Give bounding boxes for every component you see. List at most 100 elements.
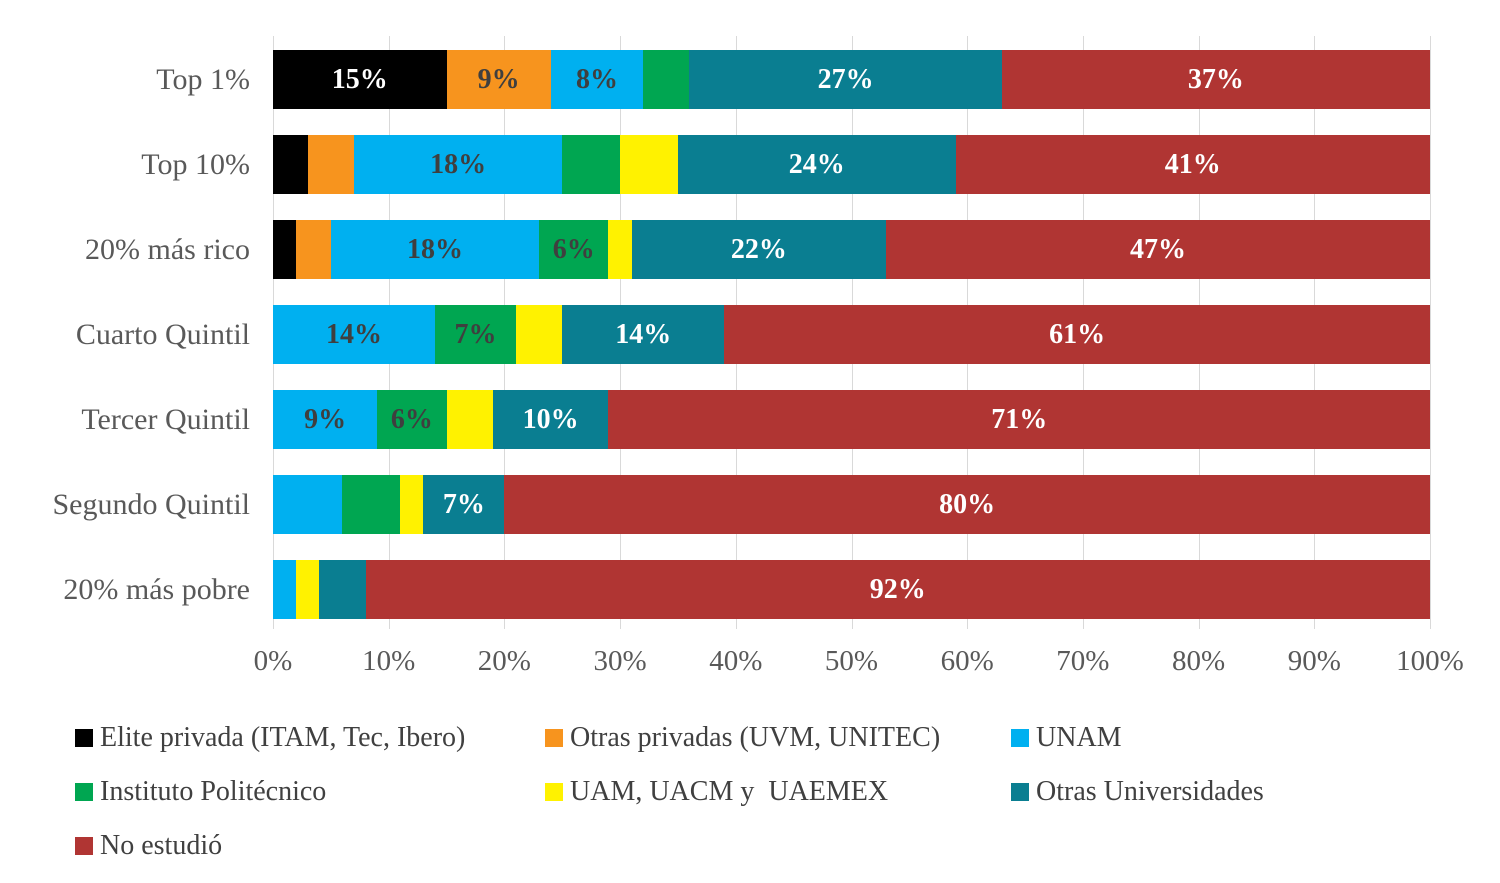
segment-value-label: 22% (730, 233, 787, 265)
bar-row: 18% 24% 41% (273, 135, 1430, 194)
bar-segment: 9% (273, 390, 378, 449)
segment-value-label: 37% (1187, 63, 1244, 95)
bar-segment: 18% (330, 220, 540, 279)
bar-segment: 9% (446, 50, 551, 109)
legend: Elite privada (ITAM, Tec, Ibero) Otras pr… (75, 722, 1475, 862)
legend-item: Otras privadas (UVM, UNITEC) (545, 722, 1011, 754)
segment-value-label: 18% (406, 233, 463, 265)
segment-value-label: 9% (477, 63, 520, 95)
bar-segment: 8% (550, 50, 644, 109)
category-label: Segundo Quintil (52, 487, 250, 521)
legend-swatch-icon (75, 783, 93, 801)
bar-segment (307, 135, 354, 194)
category-label: Cuarto Quintil (75, 317, 250, 351)
segment-value-label: 14% (615, 318, 672, 350)
bar-segment (273, 475, 343, 534)
bar-segment: 14% (562, 305, 725, 364)
x-tick-label: 90% (1287, 645, 1341, 677)
x-tick-label: 0% (253, 645, 293, 677)
gridline (1430, 36, 1431, 629)
bar-row: 7% 80% (273, 475, 1430, 534)
segment-value-label: 18% (430, 148, 487, 180)
legend-swatch-icon (1011, 729, 1029, 747)
segment-value-label: 61% (1049, 318, 1106, 350)
bar-segment: 71% (608, 390, 1430, 449)
legend-label: Elite privada (ITAM, Tec, Ibero) (100, 722, 466, 753)
legend-item: Elite privada (ITAM, Tec, Ibero) (75, 722, 545, 754)
x-tick-label: 10% (362, 645, 416, 677)
segment-value-label: 7% (442, 488, 485, 520)
segment-value-label: 10% (522, 403, 579, 435)
bar-segment: 14% (273, 305, 435, 364)
segment-value-label: 6% (390, 403, 433, 435)
segment-value-label: 24% (788, 148, 845, 180)
legend-item: UNAM (1011, 722, 1475, 754)
bar-row: 14% 7% 14% 61% (273, 305, 1430, 364)
legend-item: Otras Universidades (1011, 776, 1475, 808)
legend-swatch-icon (75, 729, 93, 747)
bar-segment: 47% (886, 220, 1430, 279)
bar-segment (296, 220, 331, 279)
bar-segment (515, 305, 563, 364)
x-tick-label: 40% (709, 645, 763, 677)
bar-segment: 6% (539, 220, 609, 279)
x-tick-label: 70% (1056, 645, 1110, 677)
segment-value-label: 6% (552, 233, 595, 265)
bar-segment: 92% (365, 560, 1430, 619)
segment-value-label: 71% (991, 403, 1048, 435)
bar-segment: 22% (631, 220, 887, 279)
segment-value-label: 14% (325, 318, 382, 350)
bar-segment: 37% (1001, 50, 1430, 109)
bar-segment: 15% (273, 50, 447, 109)
bar-segment (342, 475, 401, 534)
bar-segment (620, 135, 678, 194)
bar-segment: 10% (492, 390, 609, 449)
x-tick-label: 30% (593, 645, 647, 677)
bar-segment: 6% (377, 390, 447, 449)
bar-segment (608, 220, 632, 279)
bar-segment: 24% (677, 135, 956, 194)
legend-label: UNAM (1036, 722, 1122, 753)
bar-segment: 80% (504, 475, 1430, 534)
legend-item: No estudió (75, 830, 545, 862)
bar-row: 92% (273, 560, 1430, 619)
bar-segment: 27% (689, 50, 1002, 109)
legend-label: Otras privadas (UVM, UNITEC) (570, 722, 941, 753)
bar-row: 9% 6% 10% 71% (273, 390, 1430, 449)
bar-segment (400, 475, 424, 534)
legend-item: UAM, UACM y UAEMEX (545, 776, 1011, 808)
bar-segment: 7% (434, 305, 516, 364)
bar-row: 18% 6% 22% 47% (273, 220, 1430, 279)
category-label: 20% más rico (85, 232, 250, 266)
category-label: Tercer Quintil (81, 402, 250, 436)
category-label: 20% más pobre (63, 572, 250, 606)
segment-value-label: 80% (939, 488, 996, 520)
segment-value-label: 15% (331, 63, 388, 95)
legend-swatch-icon (1011, 783, 1029, 801)
x-tick-label: 80% (1172, 645, 1226, 677)
x-axis: 0% 10% 20% 30% 40% 50% 60% 70% 80% 90% 100% (0, 645, 1500, 687)
legend-label: UAM, UACM y UAEMEX (570, 776, 889, 807)
legend-swatch-icon (75, 837, 93, 855)
category-label: Top 1% (156, 62, 250, 96)
bar-segment (296, 560, 320, 619)
segment-value-label: 92% (869, 573, 926, 605)
bar-segment (273, 220, 297, 279)
segment-value-label: 7% (454, 318, 497, 350)
bar-segment: 18% (353, 135, 563, 194)
segment-value-label: 41% (1164, 148, 1221, 180)
segment-value-label: 9% (304, 403, 347, 435)
bar-segment: 7% (423, 475, 505, 534)
plot-area: 15% 9% 8% 27% 37% 18% 24% 41% 18% 6% 22% 47% 14% 7% 14… (273, 36, 1431, 629)
segment-value-label: 47% (1130, 233, 1187, 265)
segment-value-label: 27% (817, 63, 874, 95)
bar-segment (319, 560, 366, 619)
x-tick-label: 100% (1396, 645, 1464, 677)
bar-segment: 41% (955, 135, 1430, 194)
legend-label: Otras Universidades (1036, 776, 1264, 807)
legend-item: Instituto Politécnico (75, 776, 545, 808)
x-tick-label: 50% (824, 645, 879, 677)
bar-segment (446, 390, 493, 449)
category-label: Top 10% (141, 147, 250, 181)
